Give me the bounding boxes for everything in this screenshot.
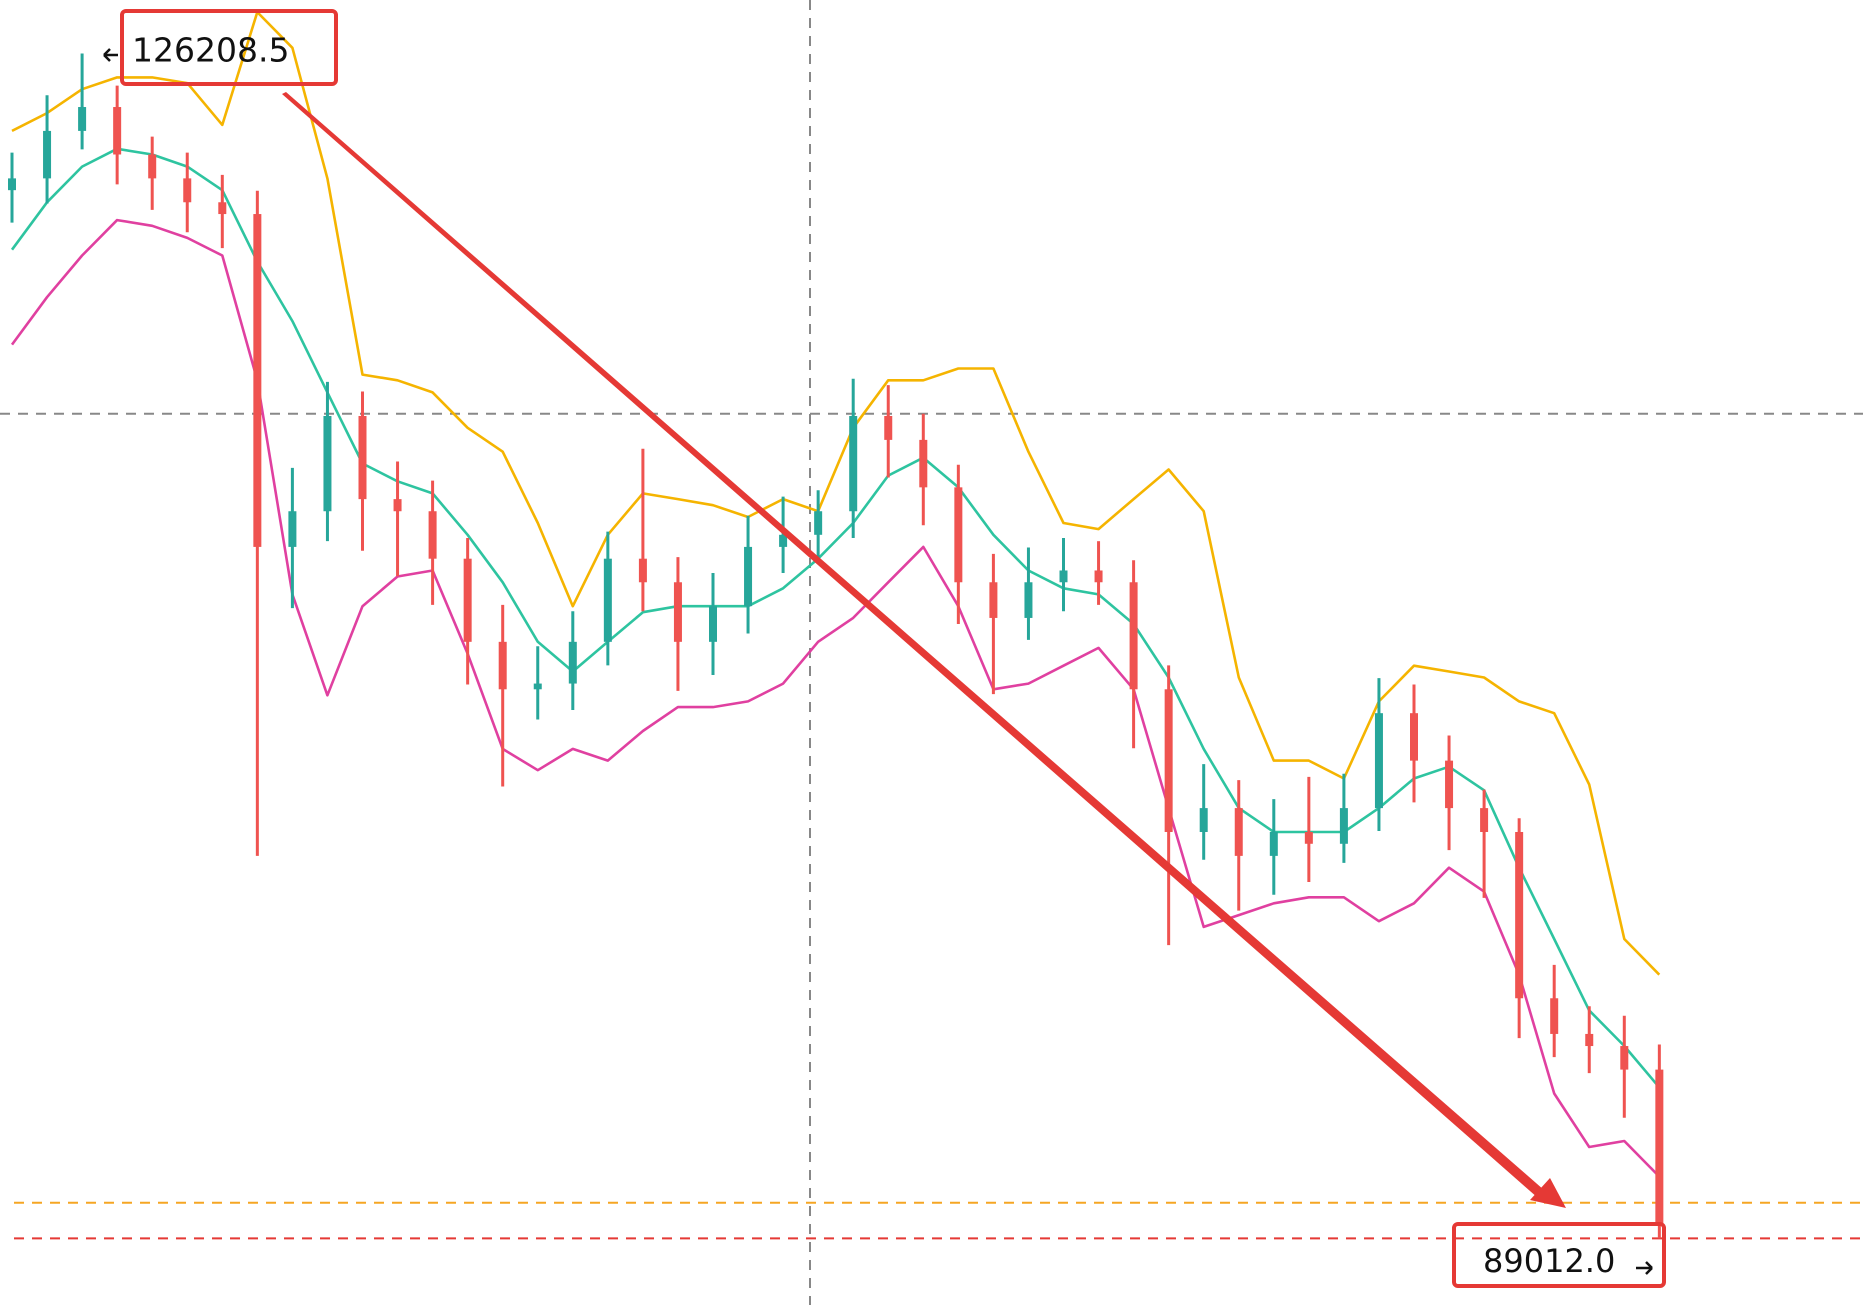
candle-body xyxy=(8,178,16,191)
annotation-box xyxy=(120,9,338,86)
annotation-text: 89012.0 xyxy=(1483,1242,1615,1280)
candle-body xyxy=(568,641,577,684)
candle-body xyxy=(288,511,297,547)
annotation-text: 126208.5 xyxy=(132,31,289,70)
candle-body xyxy=(428,511,437,559)
candle-body xyxy=(603,558,612,642)
candle-body xyxy=(744,546,753,607)
low-annotation: 89012.0 xyxy=(1452,1222,1666,1288)
candle-body xyxy=(849,415,858,512)
trend-arrowhead xyxy=(1530,1178,1566,1208)
candle-body xyxy=(253,214,262,547)
candle-body xyxy=(183,178,192,203)
high-annotation: 126208.5 xyxy=(103,9,338,86)
candle-body xyxy=(1269,831,1278,856)
candle-body xyxy=(1199,808,1208,832)
candle-body xyxy=(43,130,52,179)
candle-body xyxy=(1515,831,1524,999)
candle-body xyxy=(1410,713,1418,761)
candle-body xyxy=(884,415,893,440)
candle-body xyxy=(814,511,823,535)
candle-body xyxy=(1585,1033,1594,1047)
candle-body xyxy=(1059,570,1068,583)
candle-body xyxy=(1339,808,1348,844)
candle-body xyxy=(1094,570,1103,583)
candle-body xyxy=(709,606,717,642)
candle-body xyxy=(358,415,367,500)
bands xyxy=(10,10,1661,1178)
candle-body xyxy=(78,107,87,131)
band-line xyxy=(10,218,1661,1178)
candle-body xyxy=(533,683,542,690)
band-line xyxy=(10,147,1661,1089)
candle-body xyxy=(1129,582,1138,690)
candle-body xyxy=(218,202,227,215)
candle-body xyxy=(113,107,122,155)
candle-body xyxy=(1234,808,1243,856)
candle-body xyxy=(779,534,788,547)
annotation-arrow xyxy=(103,48,118,62)
candle-body xyxy=(1374,713,1383,809)
trend-arrow xyxy=(282,92,1566,1208)
candle-body xyxy=(919,439,928,488)
candle-body xyxy=(323,415,332,512)
candle-body xyxy=(1620,1046,1629,1070)
candle-body xyxy=(989,582,998,618)
candle-body xyxy=(148,154,157,179)
candle-body xyxy=(673,582,682,642)
price-lines xyxy=(0,412,1863,1240)
annotation-arrow xyxy=(1636,1261,1653,1275)
candles xyxy=(8,53,1664,1239)
annotation-box xyxy=(1452,1222,1666,1288)
candle-body xyxy=(1445,760,1454,809)
candle-body xyxy=(1304,831,1313,844)
candle-body xyxy=(1550,998,1559,1034)
trend-line xyxy=(282,92,1544,1198)
band-line xyxy=(11,10,1661,976)
candle-body xyxy=(1655,1069,1664,1225)
candle-body xyxy=(463,558,472,642)
candle-body xyxy=(393,499,402,512)
candle-body xyxy=(498,641,507,690)
candle-body xyxy=(1164,689,1173,832)
candle-body xyxy=(1024,582,1033,618)
candle-body xyxy=(638,558,647,583)
candle-body xyxy=(954,487,963,583)
candle-body xyxy=(1480,808,1489,832)
